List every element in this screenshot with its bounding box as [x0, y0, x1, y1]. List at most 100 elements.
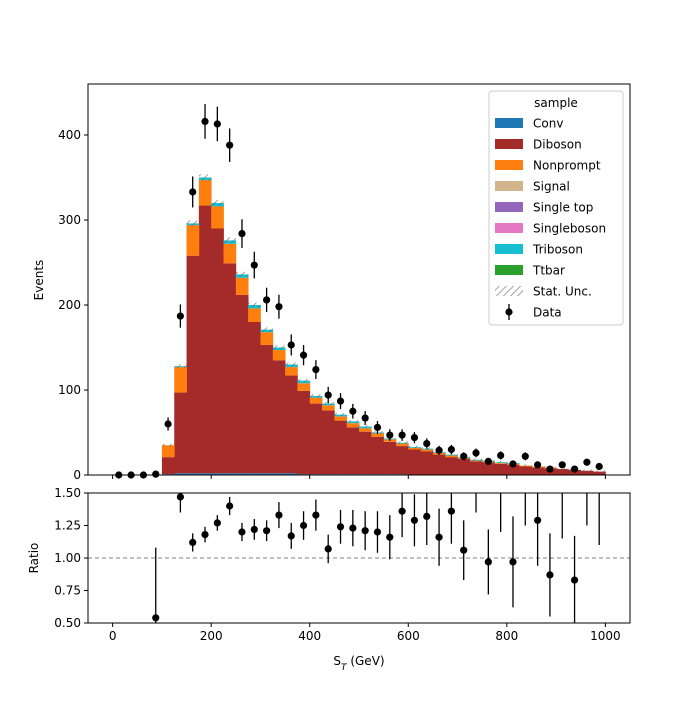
y-tick-label: 100 — [58, 383, 81, 397]
legend-swatch — [495, 118, 523, 128]
bar — [285, 375, 298, 474]
uncertainty-bin — [395, 441, 409, 444]
bar — [223, 243, 237, 264]
y-tick-label: 0.50 — [54, 616, 81, 630]
bar — [174, 473, 187, 475]
ratio-point — [534, 516, 542, 524]
bar — [272, 473, 286, 475]
ratio-panel: 0.50 0.75 1.00 1.25 1.50 0 200 400 600 800 1000 R… — [27, 450, 631, 673]
bar — [334, 420, 348, 475]
bar — [186, 225, 200, 256]
bar — [235, 473, 249, 475]
bar — [482, 462, 495, 475]
legend-marker — [505, 308, 513, 316]
data-point — [287, 341, 295, 349]
bar — [161, 457, 175, 475]
ratio-panel-frame — [87, 492, 631, 624]
ratio-point — [559, 476, 566, 483]
bar — [359, 428, 372, 432]
bar — [420, 451, 434, 475]
legend-label: Signal — [533, 180, 570, 194]
bar — [272, 350, 286, 361]
ratio-point — [583, 450, 590, 457]
data-point — [373, 423, 382, 431]
bar — [161, 445, 175, 458]
legend-label: Ttbar — [532, 264, 565, 278]
uncertainty-bin — [161, 443, 175, 447]
x-tick-label: 1000 — [590, 629, 621, 643]
ratio-point — [312, 511, 320, 519]
bar — [469, 461, 483, 475]
bar — [519, 466, 532, 475]
ratio-point — [152, 614, 160, 622]
x-tick-label: 200 — [200, 629, 223, 643]
uncertainty-bin — [186, 220, 199, 227]
data-point — [201, 117, 209, 125]
bar — [198, 180, 212, 206]
x-axis-label: ST (GeV) — [333, 654, 384, 673]
bar — [395, 443, 409, 447]
uncertainty-bin — [408, 445, 421, 449]
data-point — [386, 431, 394, 439]
y-tick-label: 1.00 — [54, 551, 81, 565]
bar — [408, 447, 421, 450]
bar — [260, 473, 274, 475]
uncertainty-bin — [211, 199, 224, 207]
data-point — [423, 439, 431, 448]
ratio-y-ticks: 0.50 0.75 1.00 1.25 1.50 — [54, 486, 88, 630]
data-point — [226, 141, 234, 149]
bar — [285, 473, 298, 475]
legend-entry: Signal — [495, 180, 570, 194]
data-point — [176, 312, 184, 320]
stacked-bars — [161, 177, 606, 475]
uncertainty-bin — [223, 237, 236, 244]
ratio-point — [373, 528, 382, 536]
ratio-point — [398, 507, 406, 515]
data-point — [299, 351, 308, 359]
bar — [309, 403, 323, 475]
data-point — [152, 470, 160, 478]
bar — [395, 446, 409, 475]
data-point — [398, 431, 406, 439]
y-tick-label: 400 — [58, 128, 81, 142]
bar — [506, 464, 520, 475]
bar — [260, 332, 274, 345]
legend-entry: Diboson — [495, 138, 582, 152]
bar — [297, 390, 311, 475]
legend-swatch — [495, 202, 523, 212]
data-point — [558, 461, 566, 469]
bar — [445, 455, 458, 458]
data-point — [410, 434, 419, 442]
bar — [223, 473, 237, 475]
data-point — [238, 230, 246, 238]
ratio-point — [250, 525, 258, 534]
data-point — [263, 296, 271, 304]
bar — [432, 454, 446, 475]
bar — [556, 469, 569, 475]
legend-swatch — [495, 139, 523, 149]
ratio-point — [336, 523, 345, 531]
ratio-point — [263, 527, 271, 535]
data-point — [484, 457, 492, 465]
bar — [235, 277, 249, 295]
y-tick-label: 300 — [58, 213, 81, 227]
legend-label: Singleboson — [533, 222, 606, 236]
ratio-point — [509, 558, 517, 566]
ratio-point — [213, 519, 221, 527]
legend-label: Nonprompt — [533, 159, 601, 173]
data-point — [336, 397, 345, 405]
legend-title: sample — [534, 96, 578, 110]
uncertainty-bin — [322, 402, 335, 406]
legend-entry: Data — [505, 304, 562, 320]
bar — [457, 458, 471, 475]
bar — [322, 410, 335, 475]
data-point — [189, 188, 197, 196]
ratio-point — [349, 524, 357, 532]
bar — [211, 473, 224, 475]
legend-swatch — [495, 265, 523, 275]
y-tick-label: 1.25 — [54, 519, 81, 533]
data-points — [115, 104, 603, 479]
legend-entry: Conv — [495, 117, 563, 131]
ratio-point — [361, 527, 369, 535]
